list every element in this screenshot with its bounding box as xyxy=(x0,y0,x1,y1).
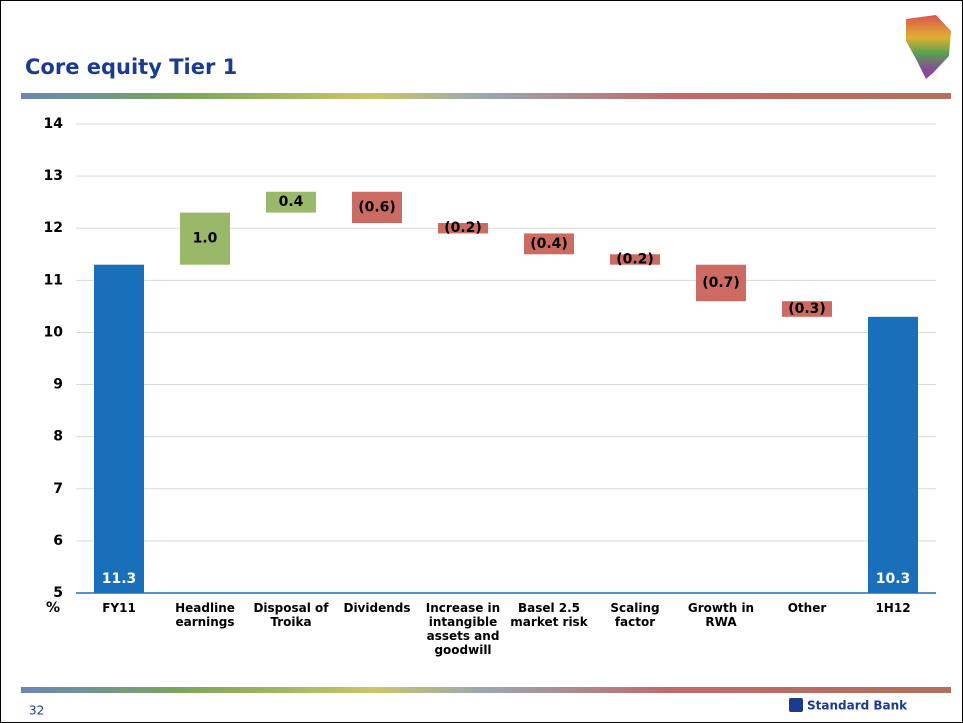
y-tick-label: 11 xyxy=(44,272,63,288)
x-tick-label-box: Scaling factor xyxy=(610,601,660,629)
x-tick-label: 1H12 xyxy=(875,601,911,615)
x-tick-label-box: Growth in RWA xyxy=(687,601,755,629)
y-tick-label: 5 xyxy=(53,585,63,601)
bar xyxy=(352,191,402,224)
bar xyxy=(696,264,746,302)
data-label: (0.3) xyxy=(788,301,826,317)
logo-text: Standard Bank xyxy=(807,699,908,713)
bar xyxy=(266,191,316,213)
data-label: 10.3 xyxy=(876,571,911,587)
x-tick-label: Growth in RWA xyxy=(687,601,755,629)
x-tick-label: Scaling factor xyxy=(610,601,660,629)
x-tick-label: Basel 2.5 market risk xyxy=(510,601,588,629)
y-tick-label: 14 xyxy=(44,116,64,132)
data-label: 11.3 xyxy=(102,571,137,587)
top-stripe xyxy=(21,93,951,99)
y-tick-label: 10 xyxy=(44,324,64,340)
data-label: 0.4 xyxy=(279,194,304,210)
bar xyxy=(94,264,144,593)
y-tick-label: 6 xyxy=(53,533,63,549)
x-tick-label: FY11 xyxy=(102,601,136,615)
y-tick-label: 13 xyxy=(44,168,63,184)
y-tick-label: 8 xyxy=(53,429,63,445)
bar xyxy=(868,316,918,593)
bar xyxy=(610,254,660,265)
y-tick-label: 12 xyxy=(44,220,63,236)
y-tick-label: 7 xyxy=(53,481,63,497)
page-number: 32 xyxy=(29,704,44,718)
bar xyxy=(180,212,230,265)
x-tick-label-box: 1H12 xyxy=(875,601,911,615)
africa-icon xyxy=(906,15,951,79)
x-tick-label-box: Dividends xyxy=(343,601,411,615)
bar xyxy=(524,233,574,255)
slide-title: Core equity Tier 1 xyxy=(25,55,237,79)
x-tick-label: Increase in intangible assets and goodwi… xyxy=(425,601,501,657)
data-label: (0.4) xyxy=(530,236,568,252)
x-tick-label: Headline earnings xyxy=(175,601,235,629)
data-label: (0.6) xyxy=(358,199,396,215)
logo-icon xyxy=(789,698,803,712)
bottom-stripe xyxy=(21,687,951,693)
data-label: (0.2) xyxy=(444,220,482,236)
x-tick-label-box: Other xyxy=(787,601,827,615)
bar xyxy=(782,301,832,317)
x-tick-label-box: Headline earnings xyxy=(175,601,235,629)
x-tick-label-box: FY11 xyxy=(102,601,136,615)
x-tick-label-box: Increase in intangible assets and goodwi… xyxy=(425,601,501,657)
x-tick-label: Disposal of Troika xyxy=(253,601,329,629)
x-tick-label-box: Basel 2.5 market risk xyxy=(510,601,588,629)
data-label: (0.2) xyxy=(616,251,654,267)
y-tick-label: 9 xyxy=(53,377,63,393)
y-axis-label: % xyxy=(46,600,60,616)
data-label: 1.0 xyxy=(193,231,218,247)
x-tick-label: Other xyxy=(787,601,827,615)
data-label: (0.7) xyxy=(702,275,740,291)
x-tick-label: Dividends xyxy=(343,601,411,615)
x-tick-label-box: Disposal of Troika xyxy=(253,601,329,629)
bar xyxy=(438,223,488,234)
